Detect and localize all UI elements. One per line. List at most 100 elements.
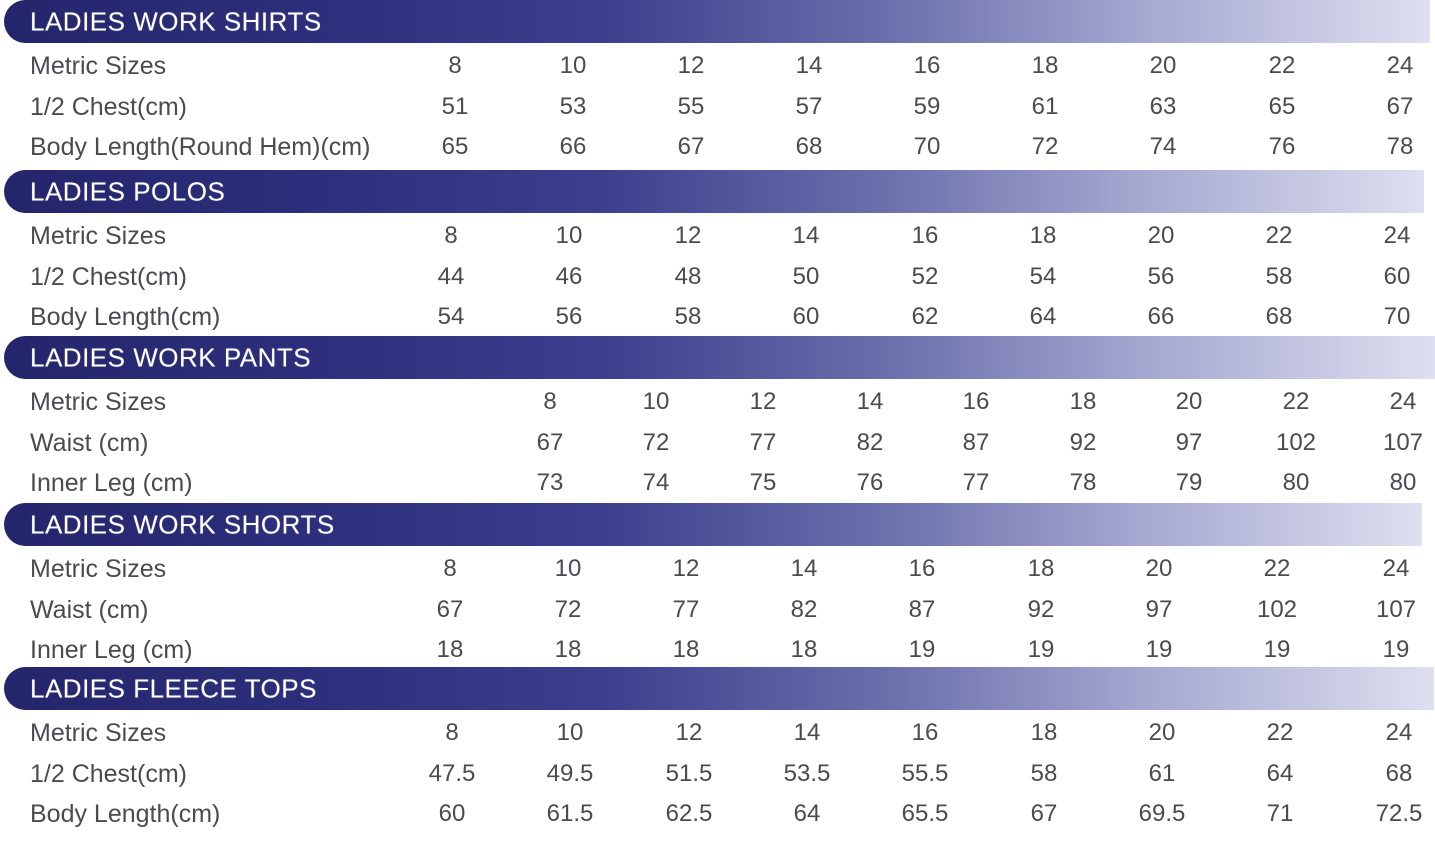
table-cell: 16 — [913, 52, 941, 79]
table-cell: 8 — [543, 388, 557, 415]
table-cell: 60 — [438, 800, 466, 827]
table-cell: 14 — [793, 719, 821, 746]
table-cell: 67 — [436, 596, 464, 623]
table-cell: 68 — [1265, 303, 1293, 330]
table-cell: 87 — [962, 429, 990, 456]
table-cell: 107 — [1375, 596, 1417, 623]
table-cell: 20 — [1149, 52, 1177, 79]
table-cell: 22 — [1268, 52, 1296, 79]
table-cell: 16 — [962, 388, 990, 415]
table-cell: 19 — [908, 636, 936, 663]
table-cell: 58 — [674, 303, 702, 330]
table-cell: 10 — [556, 719, 584, 746]
table-cell: 77 — [962, 469, 990, 496]
table-cell: 60 — [792, 303, 820, 330]
table-cell: 102 — [1256, 596, 1298, 623]
table-cell: 18 — [1030, 719, 1058, 746]
table-row: Metric Sizes 8 10 12 14 16 18 20 22 24 — [0, 46, 1435, 86]
table-cell: 69.5 — [1138, 800, 1186, 827]
table-cell: 61 — [1031, 93, 1059, 120]
table-cell: 12 — [672, 555, 700, 582]
table-cell: 44 — [437, 263, 465, 290]
table-cell: 57 — [795, 93, 823, 120]
table-cell: 14 — [792, 222, 820, 249]
table-cell: 20 — [1175, 388, 1203, 415]
table-cell: 97 — [1145, 596, 1173, 623]
table-cell: 78 — [1386, 133, 1414, 160]
table-cell: 76 — [1268, 133, 1296, 160]
table-cell: 10 — [555, 222, 583, 249]
table-cell: 18 — [554, 636, 582, 663]
table-cell: 77 — [749, 429, 777, 456]
table-cell: 64 — [1266, 760, 1294, 787]
table-cell: 22 — [1263, 555, 1291, 582]
table-row: Metric Sizes 8 10 12 14 16 18 20 22 24 — [0, 549, 1435, 589]
table-cell: 18 — [1029, 222, 1057, 249]
table-cell: 16 — [911, 719, 939, 746]
table-cell: 14 — [790, 555, 818, 582]
table-row: 1/2 Chest(cm) 51 53 55 57 59 61 63 65 67 — [0, 87, 1435, 127]
table-cell: 74 — [642, 469, 670, 496]
table-cell: 72 — [554, 596, 582, 623]
table-cell: 53 — [559, 93, 587, 120]
table-cell: 107 — [1382, 429, 1424, 456]
table-cell: 74 — [1149, 133, 1177, 160]
table-cell: 16 — [908, 555, 936, 582]
table-cell: 58 — [1265, 263, 1293, 290]
table-cell: 48 — [674, 263, 702, 290]
table-cell: 62.5 — [665, 800, 713, 827]
table-cell: 79 — [1175, 469, 1203, 496]
table-cell: 82 — [790, 596, 818, 623]
table-cell: 97 — [1175, 429, 1203, 456]
section-banner: LADIES POLOS — [4, 170, 1424, 213]
table-cell: 67 — [1030, 800, 1058, 827]
table-cell: 19 — [1145, 636, 1173, 663]
row-label: Waist (cm) — [30, 429, 149, 457]
table-cell: 102 — [1275, 429, 1317, 456]
table-cell: 16 — [911, 222, 939, 249]
table-cell: 92 — [1027, 596, 1055, 623]
table-cell: 8 — [448, 52, 462, 79]
table-cell: 68 — [795, 133, 823, 160]
table-cell: 12 — [677, 52, 705, 79]
table-cell: 59 — [913, 93, 941, 120]
table-cell: 72.5 — [1375, 800, 1423, 827]
table-cell: 53.5 — [783, 760, 831, 787]
table-cell: 22 — [1265, 222, 1293, 249]
table-cell: 64 — [1029, 303, 1057, 330]
table-cell: 18 — [436, 636, 464, 663]
table-cell: 65.5 — [901, 800, 949, 827]
table-cell: 67 — [536, 429, 564, 456]
table-cell: 80 — [1389, 469, 1417, 496]
table-cell: 8 — [445, 719, 459, 746]
row-label: Metric Sizes — [30, 52, 167, 80]
table-cell: 52 — [911, 263, 939, 290]
table-cell: 50 — [792, 263, 820, 290]
table-cell: 47.5 — [428, 760, 476, 787]
table-cell: 92 — [1069, 429, 1097, 456]
table-row: Waist (cm) 67 72 77 82 87 92 97 102 107 — [0, 590, 1435, 630]
row-label: Inner Leg (cm) — [30, 636, 193, 664]
table-cell: 55.5 — [901, 760, 949, 787]
table-cell: 46 — [555, 263, 583, 290]
table-cell: 70 — [913, 133, 941, 160]
table-cell: 18 — [672, 636, 700, 663]
row-label: Inner Leg (cm) — [30, 469, 193, 497]
row-label: Metric Sizes — [30, 222, 167, 250]
section-title: LADIES WORK SHIRTS — [30, 6, 322, 36]
table-cell: 60 — [1383, 263, 1411, 290]
table-cell: 61.5 — [546, 800, 594, 827]
row-label: Waist (cm) — [30, 596, 149, 624]
table-cell: 19 — [1027, 636, 1055, 663]
table-cell: 24 — [1382, 555, 1410, 582]
table-cell: 65 — [1268, 93, 1296, 120]
table-cell: 18 — [790, 636, 818, 663]
table-cell: 75 — [749, 469, 777, 496]
row-label: Body Length(cm) — [30, 800, 221, 828]
row-label: Body Length(cm) — [30, 303, 221, 331]
table-cell: 56 — [555, 303, 583, 330]
table-cell: 68 — [1385, 760, 1413, 787]
table-row: Waist (cm) 67 72 77 82 87 92 97 102 107 — [0, 423, 1435, 463]
table-cell: 18 — [1027, 555, 1055, 582]
